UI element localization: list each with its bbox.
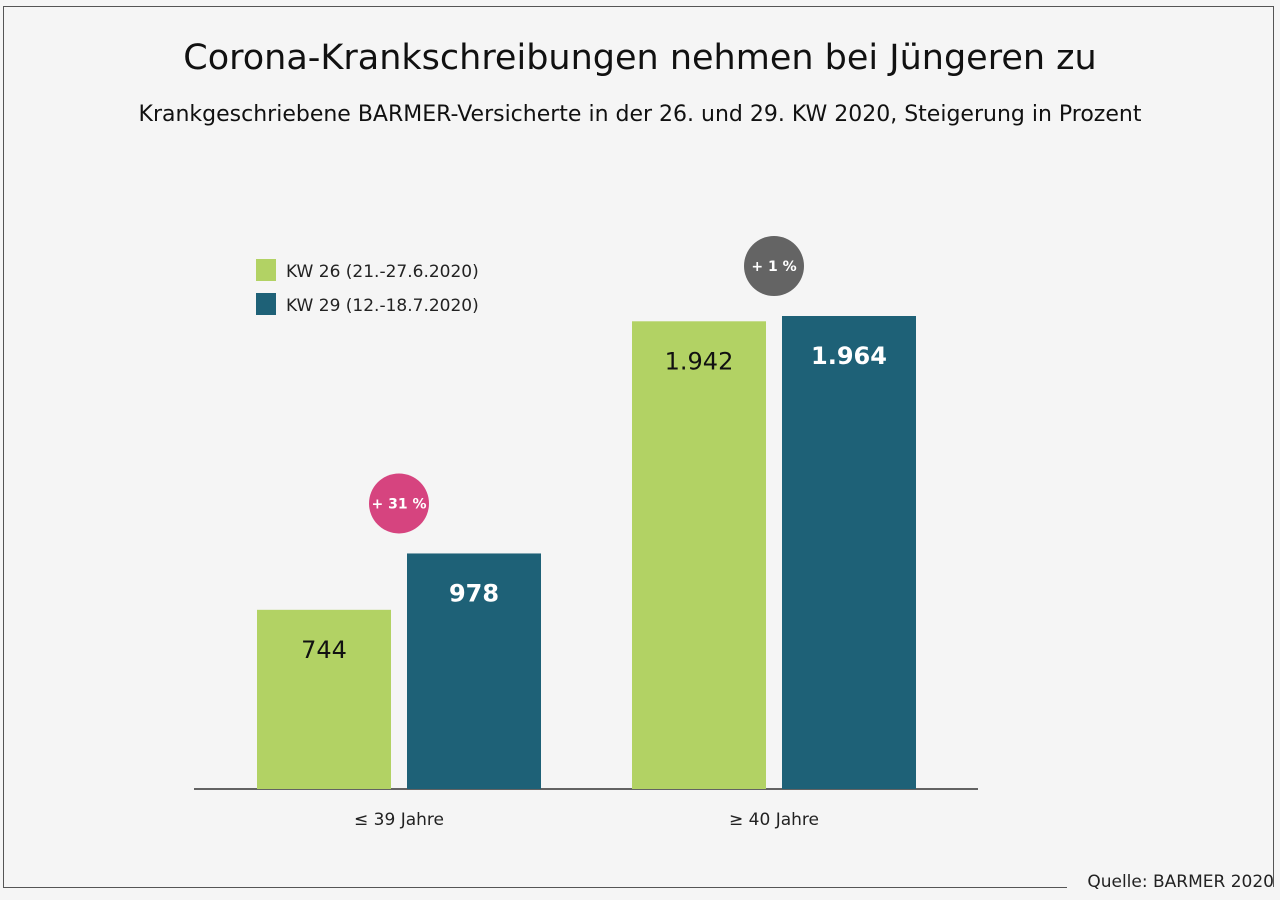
source-note: Quelle: BARMER 2020 <box>1087 872 1274 892</box>
bar-value-label: 1.942 <box>665 347 734 375</box>
bar-kw29-old <box>782 316 916 789</box>
bar-kw26-old <box>632 321 766 789</box>
bar-value-label: 744 <box>301 636 347 664</box>
change-badge <box>369 473 429 534</box>
change-badge <box>744 236 804 296</box>
legend-label: KW 29 (12.-18.7.2020) <box>286 296 479 316</box>
chart-subtitle: Krankgeschriebene BARMER-Versicherte in … <box>138 102 1142 127</box>
legend-label: KW 26 (21.-27.6.2020) <box>286 262 479 282</box>
chart-frame <box>3 6 1274 887</box>
change-badge-label: + 1 % <box>751 259 796 275</box>
legend-swatch <box>256 259 276 281</box>
bar-kw29-young <box>407 553 541 789</box>
frame-bottom-line <box>3 887 1067 888</box>
chart-title: Corona-Krankschreibungen nehmen bei Jüng… <box>183 38 1097 78</box>
bar-value-label: 1.964 <box>811 342 887 370</box>
bar-kw26-young <box>257 609 391 789</box>
bar-value-label: 978 <box>449 579 499 607</box>
x-tick-label: ≥ 40 Jahre <box>729 810 819 830</box>
legend-swatch <box>256 293 276 315</box>
x-tick-label: ≤ 39 Jahre <box>354 810 444 830</box>
change-badge-label: + 31 % <box>372 496 427 512</box>
